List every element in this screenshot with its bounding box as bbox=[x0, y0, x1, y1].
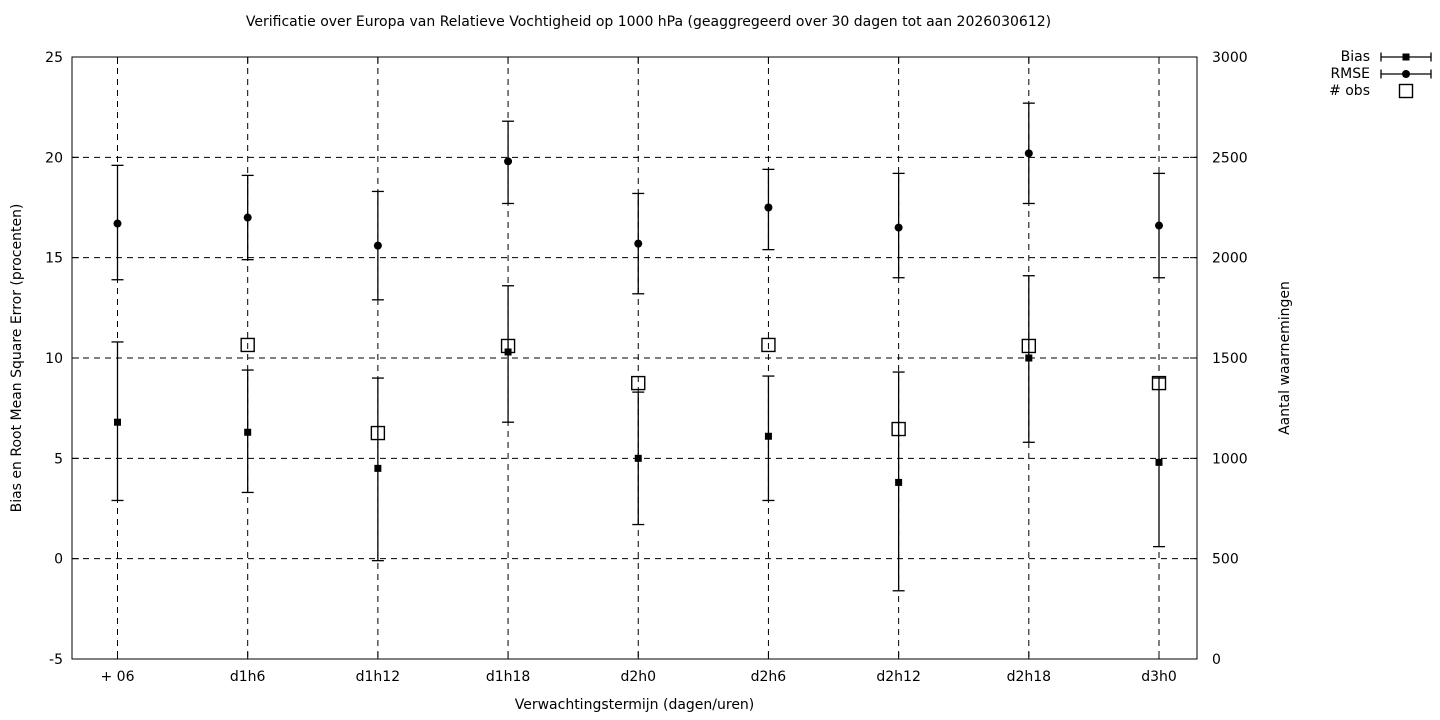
y-right-tick-label: 2500 bbox=[1212, 150, 1248, 166]
bias-marker bbox=[764, 432, 772, 440]
chart-title: Verificatie over Europa van Relatieve Vo… bbox=[245, 14, 1052, 30]
y-right-tick-label: 1500 bbox=[1212, 351, 1248, 367]
rmse-marker bbox=[373, 241, 382, 250]
y-left-tick-label: 15 bbox=[45, 251, 63, 267]
y-left-tick-label: -5 bbox=[49, 652, 63, 668]
bias-errorbar-sample-icon bbox=[1380, 52, 1432, 61]
rmse-marker bbox=[1024, 149, 1033, 158]
x-axis-label: Verwachtingstermijn (dagen/uren) bbox=[514, 697, 755, 713]
y-right-tick-label: 0 bbox=[1212, 652, 1221, 668]
rmse-marker bbox=[764, 203, 773, 212]
bias-marker bbox=[244, 428, 252, 436]
bias-marker bbox=[504, 348, 512, 356]
y-left-tick-label: 5 bbox=[54, 451, 63, 467]
x-tick-label: + 06 bbox=[101, 669, 135, 685]
y-left-tick-label: 25 bbox=[45, 50, 63, 66]
rmse-errorbar-sample-icon bbox=[1380, 69, 1432, 78]
x-tick-label: d1h6 bbox=[230, 669, 266, 685]
legend: Bias RMSE # obs bbox=[1292, 48, 1434, 99]
rmse-marker bbox=[113, 219, 122, 228]
rmse-marker bbox=[634, 239, 643, 248]
obs-marker-sample-icon bbox=[1398, 83, 1414, 98]
x-tick-label: d2h12 bbox=[876, 669, 920, 685]
bias-marker bbox=[374, 464, 382, 472]
y-right-tick-label: 1000 bbox=[1212, 451, 1248, 467]
y-right-tick-label: 2000 bbox=[1212, 251, 1248, 267]
obs-marker bbox=[631, 375, 646, 391]
bias-marker bbox=[634, 454, 642, 462]
x-tick-label: d1h12 bbox=[356, 669, 400, 685]
obs-marker bbox=[240, 337, 255, 353]
bias-marker bbox=[1155, 458, 1163, 466]
x-tick-label: d1h18 bbox=[486, 669, 530, 685]
legend-entry-rmse: RMSE bbox=[1292, 65, 1434, 82]
rmse-marker bbox=[243, 213, 252, 222]
legend-label-obs: # obs bbox=[1329, 82, 1370, 99]
bias-marker bbox=[1025, 354, 1033, 362]
y-left-tick-label: 0 bbox=[54, 552, 63, 568]
legend-label-bias: Bias bbox=[1340, 48, 1370, 65]
legend-entry-bias: Bias bbox=[1292, 48, 1434, 65]
legend-label-rmse: RMSE bbox=[1330, 65, 1370, 82]
rmse-marker bbox=[504, 157, 513, 166]
bias-marker bbox=[895, 478, 903, 486]
rmse-marker bbox=[894, 223, 903, 232]
x-tick-label: d2h18 bbox=[1007, 669, 1051, 685]
y-left-tick-label: 20 bbox=[45, 150, 63, 166]
y-right-tick-label: 3000 bbox=[1212, 50, 1248, 66]
bias-marker bbox=[114, 418, 121, 426]
obs-marker bbox=[761, 337, 776, 353]
y-right-tick-label: 500 bbox=[1212, 552, 1239, 568]
y-left-tick-label: 10 bbox=[45, 351, 63, 367]
x-tick-label: d3h0 bbox=[1141, 669, 1177, 685]
legend-entry-obs: # obs bbox=[1292, 82, 1434, 99]
x-tick-label: d2h0 bbox=[620, 669, 656, 685]
rmse-marker bbox=[1155, 221, 1163, 230]
x-tick-label: d2h6 bbox=[751, 669, 787, 685]
